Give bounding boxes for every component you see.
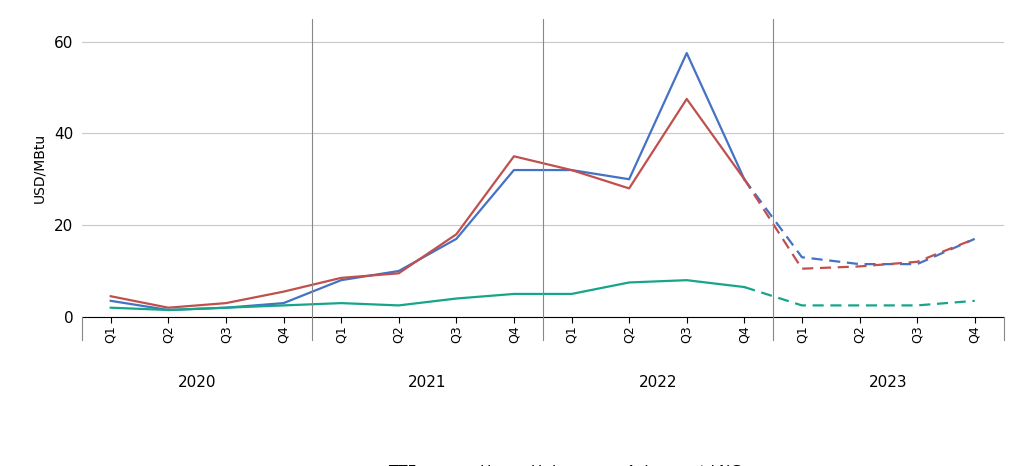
Text: 2021: 2021 — [409, 375, 446, 390]
Text: 2023: 2023 — [869, 375, 907, 390]
Y-axis label: USD/MBtu: USD/MBtu — [32, 133, 46, 203]
Text: 2020: 2020 — [178, 375, 216, 390]
Text: 2022: 2022 — [639, 375, 677, 390]
Legend: TTF, Henry Hub, Asian spot LNG: TTF, Henry Hub, Asian spot LNG — [337, 459, 749, 466]
